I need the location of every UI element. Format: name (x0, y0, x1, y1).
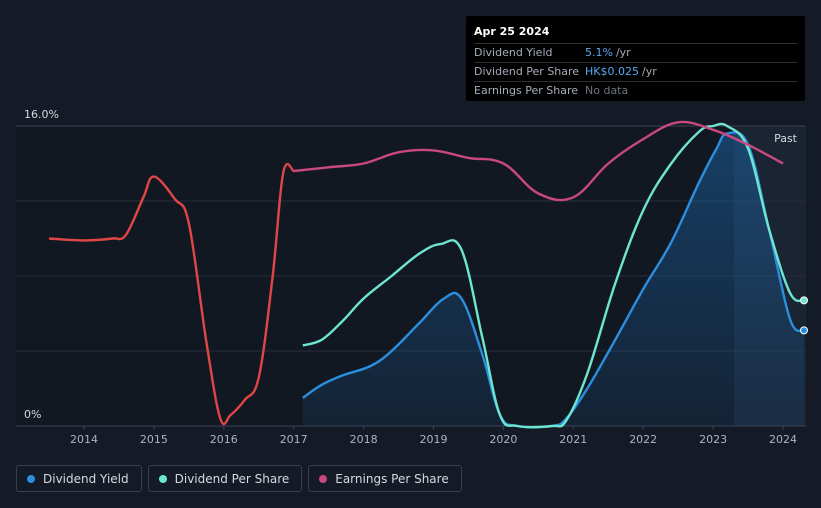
dividend-per-share-end-marker (799, 296, 808, 305)
legend-label: Earnings Per Share (335, 471, 449, 486)
tooltip-label: Earnings Per Share (474, 84, 579, 97)
tooltip-row-dividend-per-share: Dividend Per Share HK$0.025 /yr (474, 62, 797, 81)
hover-tooltip: Apr 25 2024 Dividend Yield 5.1% /yr Divi… (466, 16, 805, 101)
dividend-per-share-line (302, 122, 805, 429)
legend-item-earnings-per-share[interactable]: Earnings Per Share (308, 465, 462, 492)
legend: Dividend Yield Dividend Per Share Earnin… (16, 465, 462, 492)
x-tick-label: 2019 (420, 433, 448, 446)
x-tick-label: 2024 (769, 433, 797, 446)
legend-dot-earnings-per-share (319, 474, 328, 483)
x-tick-label: 2020 (489, 433, 517, 446)
x-tick-label: 2022 (629, 433, 657, 446)
tooltip-row-dividend-yield: Dividend Yield 5.1% /yr (474, 43, 797, 62)
earnings-per-share-line-early (48, 162, 295, 426)
tooltip-value: No data (585, 84, 629, 97)
y-tick-label: 0% (24, 408, 41, 421)
x-tick-label: 2016 (210, 433, 238, 446)
tooltip-label: Dividend Per Share (474, 65, 580, 78)
legend-label: Dividend Per Share (174, 471, 290, 486)
x-tick-label: 2023 (699, 433, 727, 446)
x-tick-label: 2015 (140, 433, 168, 446)
x-tick-label: 2017 (280, 433, 308, 446)
x-tick-label: 2018 (350, 433, 378, 446)
earnings-per-share-line (293, 120, 784, 202)
legend-dot-dividend-per-share (158, 474, 167, 483)
past-label: Past (774, 132, 798, 145)
tooltip-value: 5.1% (585, 46, 613, 59)
legend-item-dividend-per-share[interactable]: Dividend Per Share (147, 465, 303, 492)
tooltip-unit: /yr (641, 65, 657, 78)
dividend-yield-area (302, 132, 804, 428)
tooltip-unit: /yr (615, 46, 631, 59)
tooltip-date: Apr 25 2024 (474, 25, 550, 38)
x-tick-label: 2014 (70, 433, 98, 446)
tooltip-row-earnings-per-share: Earnings Per Share No data (474, 81, 797, 100)
legend-dot-dividend-yield (27, 474, 35, 483)
tooltip-value: HK$0.025 (585, 65, 639, 78)
tooltip-label: Dividend Yield (474, 46, 553, 59)
y-tick-label: 16.0% (24, 108, 59, 121)
legend-item-dividend-yield[interactable]: Dividend Yield (16, 465, 142, 492)
x-tick-label: 2021 (559, 433, 587, 446)
dividend-yield-end-marker (799, 326, 808, 335)
legend-label: Dividend Yield (43, 471, 129, 486)
